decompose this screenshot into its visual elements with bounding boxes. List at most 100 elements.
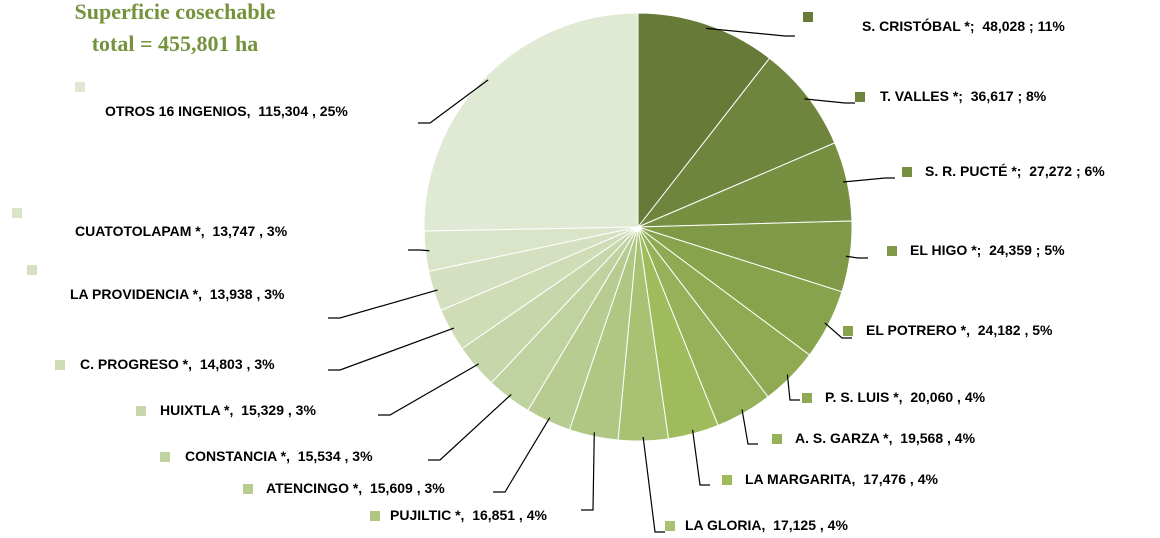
- label-value: 15,329 ,: [241, 402, 292, 418]
- legend-swatch: [55, 360, 65, 370]
- data-label: LA MARGARITA, 17,476 , 4%: [745, 471, 939, 487]
- leader-line: [408, 249, 430, 252]
- label-percent: 3%: [296, 402, 317, 418]
- data-label: CUATOTOLAPAM *, 13,747 , 3%: [75, 223, 288, 239]
- legend-swatch: [887, 246, 897, 256]
- pie-slice: [637, 12, 771, 229]
- data-label: EL HIGO *; 24,359 ; 5%: [910, 242, 1065, 258]
- label-name: HUIXTLA *,: [160, 402, 233, 418]
- label-name: A. S. GARZA *,: [795, 430, 893, 446]
- label-percent: 3%: [424, 480, 445, 496]
- data-label: P. S. LUIS *, 20,060 , 4%: [825, 389, 986, 405]
- label-value: 15,609 ,: [370, 480, 421, 496]
- data-label: EL POTRERO *, 24,182 , 5%: [866, 322, 1053, 338]
- legend-swatch: [160, 452, 170, 462]
- legend-swatch: [75, 82, 85, 92]
- legend-swatch: [243, 484, 253, 494]
- label-value: 115,304 ,: [258, 103, 316, 119]
- label-name: P. S. LUIS *,: [825, 389, 903, 405]
- leader-line: [378, 363, 480, 416]
- leader-line: [843, 177, 895, 183]
- legend-swatch: [843, 326, 853, 336]
- label-percent: 4%: [828, 517, 849, 533]
- data-label: LA PROVIDENCIA *, 13,938 , 3%: [70, 286, 285, 302]
- label-percent: 4%: [527, 507, 548, 523]
- label-name: C. PROGRESO *,: [80, 356, 192, 372]
- legend-swatch: [902, 167, 912, 177]
- label-percent: 3%: [264, 286, 285, 302]
- legend-swatch: [665, 521, 675, 531]
- label-name: EL HIGO *;: [910, 242, 981, 258]
- legend-swatch: [855, 92, 865, 102]
- label-name: EL POTRERO *,: [866, 322, 970, 338]
- label-value: 24,182 ,: [978, 322, 1029, 338]
- label-value: 19,568 ,: [900, 430, 951, 446]
- leader-line: [845, 255, 868, 259]
- label-value: 20,060 ,: [910, 389, 961, 405]
- label-percent: 4%: [955, 430, 976, 446]
- label-value: 13,747 ,: [212, 223, 263, 239]
- label-name: T. VALLES *;: [880, 88, 963, 104]
- data-label: S. CRISTÓBAL *; 48,028 ; 11%: [862, 17, 1065, 34]
- leader-line: [804, 98, 855, 104]
- leader-line: [741, 409, 758, 445]
- label-percent: 5%: [1044, 242, 1065, 258]
- label-percent: 4%: [918, 471, 939, 487]
- data-label: C. PROGRESO *, 14,803 , 3%: [80, 356, 275, 372]
- label-value: 16,851 ,: [472, 507, 523, 523]
- label-name: LA MARGARITA,: [745, 471, 855, 487]
- label-name: PUJILTIC *,: [390, 507, 464, 523]
- legend-swatch: [27, 265, 37, 275]
- pie-slice: [423, 12, 639, 232]
- data-label: LA GLORIA, 17,125 , 4%: [685, 517, 848, 533]
- label-name: LA PROVIDENCIA *,: [70, 286, 202, 302]
- data-label: T. VALLES *; 36,617 ; 8%: [880, 88, 1047, 104]
- label-value: 24,359 ;: [989, 242, 1040, 258]
- label-value: 17,476 ,: [863, 471, 914, 487]
- leader-line: [824, 322, 852, 339]
- label-percent: 3%: [267, 223, 288, 239]
- label-name: LA GLORIA,: [685, 517, 765, 533]
- legend-swatch: [803, 12, 813, 22]
- leader-line: [428, 393, 512, 461]
- label-name: S. CRISTÓBAL *;: [862, 17, 975, 34]
- label-value: 17,125 ,: [773, 517, 824, 533]
- label-name: ATENCINGO *,: [266, 480, 362, 496]
- data-label: PUJILTIC *, 16,851 , 4%: [390, 507, 547, 523]
- data-label: OTROS 16 INGENIOS, 115,304 , 25%: [105, 103, 348, 119]
- legend-swatch: [12, 208, 22, 218]
- chart-title: Superficie cosechable: [74, 0, 275, 24]
- label-value: 15,534 ,: [298, 448, 349, 464]
- legend-swatch: [370, 511, 380, 521]
- leader-line: [328, 289, 438, 319]
- data-label: S. R. PUCTÉ *; 27,272 ; 6%: [925, 163, 1105, 179]
- leader-line: [581, 432, 595, 511]
- label-percent: 3%: [254, 356, 275, 372]
- legend-swatch: [802, 393, 812, 403]
- data-label: A. S. GARZA *, 19,568 , 4%: [795, 430, 976, 446]
- chart-subtitle: total = 455,801 ha: [92, 31, 259, 56]
- label-name: CUATOTOLAPAM *,: [75, 223, 205, 239]
- leader-line: [691, 429, 710, 486]
- legend-swatch: [722, 475, 732, 485]
- label-percent: 8%: [1026, 88, 1047, 104]
- label-percent: 3%: [352, 448, 373, 464]
- label-percent: 11%: [1038, 18, 1066, 34]
- label-name: OTROS 16 INGENIOS,: [105, 103, 250, 119]
- legend-swatch: [136, 406, 146, 416]
- label-name: S. R. PUCTÉ *;: [925, 163, 1021, 179]
- label-percent: 4%: [965, 389, 986, 405]
- pie-slice: [637, 57, 836, 228]
- leader-line: [642, 436, 665, 533]
- label-percent: 25%: [320, 103, 349, 119]
- data-label: ATENCINGO *, 15,609 , 3%: [266, 480, 445, 496]
- label-value: 48,028 ;: [982, 18, 1033, 34]
- label-percent: 5%: [1032, 322, 1053, 338]
- label-value: 36,617 ;: [971, 88, 1022, 104]
- leader-line: [786, 374, 800, 401]
- data-label: HUIXTLA *, 15,329 , 3%: [160, 402, 316, 418]
- data-label: CONSTANCIA *, 15,534 , 3%: [185, 448, 373, 464]
- leader-line: [418, 79, 489, 124]
- label-value: 14,803 ,: [200, 356, 251, 372]
